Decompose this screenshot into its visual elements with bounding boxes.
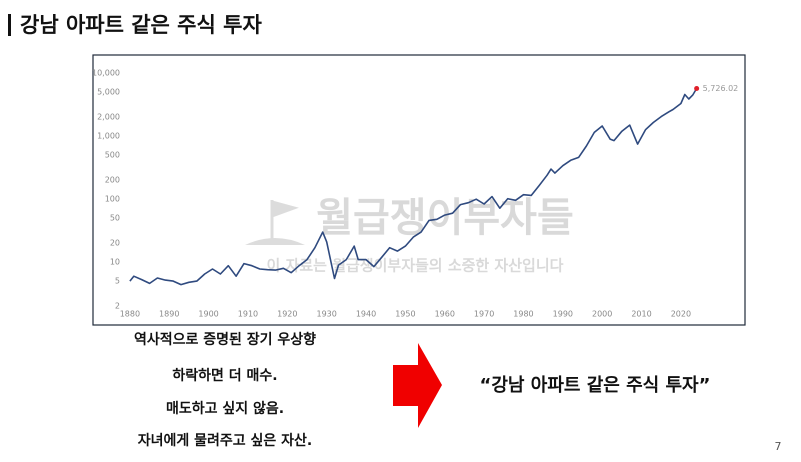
callout: “강남 아파트 같은 주식 투자” xyxy=(480,375,711,396)
y-tick-label: 2,000 xyxy=(97,113,120,122)
watermark-logo xyxy=(270,200,299,240)
notes: 역사적으로 증명된 장기 우상향 하락하면 더 매수. 매도하고 싶지 않음. … xyxy=(134,331,316,449)
chart-frame xyxy=(92,54,746,326)
data-line xyxy=(129,88,698,286)
chart: 10,0005,0002,0001,0005002001005020105218… xyxy=(92,69,738,319)
page-number: 7 xyxy=(775,440,782,453)
y-tick-label: 50 xyxy=(110,214,120,223)
x-tick-label: 1900 xyxy=(198,310,218,319)
note: 역사적으로 증명된 장기 우상향 xyxy=(134,331,316,348)
y-tick-label: 10,000 xyxy=(92,69,120,78)
x-tick-label: 2010 xyxy=(631,310,651,319)
x-tick-label: 1910 xyxy=(238,310,258,319)
y-tick-label: 100 xyxy=(105,195,120,204)
x-tick-label: 1960 xyxy=(435,310,455,319)
slide-title: 강남 아파트 같은 주식 투자 xyxy=(20,13,262,37)
x-tick-label: 1950 xyxy=(395,310,415,319)
end-point xyxy=(694,85,700,91)
x-tick-label: 1990 xyxy=(553,310,573,319)
x-tick-label: 2000 xyxy=(592,310,612,319)
x-tick-label: 1880 xyxy=(120,310,140,319)
watermark-logo xyxy=(245,238,305,245)
note: 자녀에게 물려주고 싶은 자산. xyxy=(138,432,313,449)
y-tick-label: 20 xyxy=(110,239,120,248)
x-tick-label: 1890 xyxy=(159,310,179,319)
x-tick-label: 1920 xyxy=(277,310,297,319)
watermark: 월급쟁이부자들 이 자료는 월급쟁이부자들의 소중한 자산입니다 xyxy=(245,195,574,275)
x-tick-label: 2020 xyxy=(671,310,691,319)
y-tick-label: 1,000 xyxy=(97,132,120,141)
x-tick-label: 1940 xyxy=(356,310,376,319)
y-tick-label: 2 xyxy=(115,302,120,311)
x-tick-label: 1930 xyxy=(316,310,336,319)
watermark-note: 이 자료는 월급쟁이부자들의 소중한 자산입니다 xyxy=(267,257,564,275)
value-label: 5,726.02 xyxy=(703,84,739,93)
y-tick-label: 5 xyxy=(115,277,120,286)
y-tick-label: 5,000 xyxy=(97,88,120,97)
y-tick-label: 10 xyxy=(110,258,120,267)
watermark-brand: 월급쟁이부자들 xyxy=(316,195,574,241)
x-tick-label: 1980 xyxy=(513,310,533,319)
y-tick-label: 200 xyxy=(105,176,120,185)
x-tick-label: 1970 xyxy=(474,310,494,319)
note: 하락하면 더 매수. xyxy=(172,367,277,384)
title-bar xyxy=(8,14,11,36)
arrow xyxy=(393,343,442,428)
y-tick-label: 500 xyxy=(105,151,120,160)
note: 매도하고 싶지 않음. xyxy=(166,400,284,417)
